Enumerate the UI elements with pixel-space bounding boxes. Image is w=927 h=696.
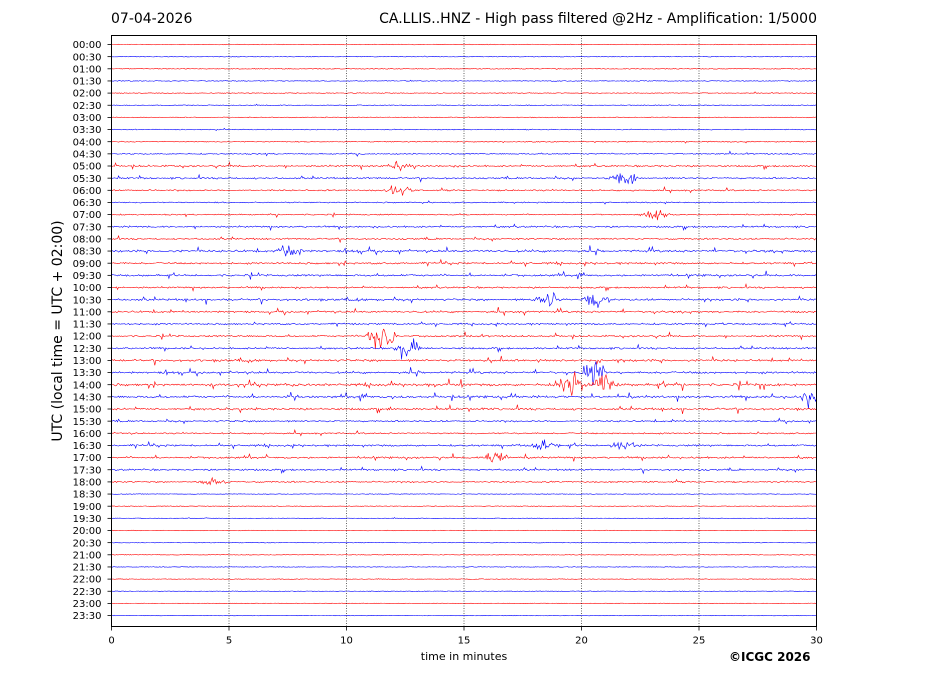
- y-tick-label: 17:30: [73, 465, 102, 476]
- y-tick-label: 05:30: [73, 174, 102, 185]
- date-label: 07-04-2026: [111, 11, 193, 27]
- trace-0730: [111, 223, 817, 232]
- y-tick-label: 12:00: [73, 332, 102, 343]
- y-tick-label: 12:30: [73, 344, 102, 355]
- y-tick-label: 22:00: [73, 575, 102, 586]
- y-tick-label: 05:00: [73, 162, 102, 173]
- x-tick-label: 25: [693, 636, 706, 647]
- x-tick-label: 5: [226, 636, 232, 647]
- y-tick-label: 10:00: [73, 283, 102, 294]
- y-tick-label: 19:30: [73, 514, 102, 525]
- y-tick-label: 08:30: [73, 247, 102, 258]
- x-tick-label: 15: [458, 636, 471, 647]
- y-tick-label: 09:30: [73, 271, 102, 282]
- y-tick-label: 14:30: [73, 392, 102, 403]
- trace-0000: [111, 43, 817, 46]
- y-tick-label: 14:00: [73, 380, 102, 391]
- y-tick-label: 07:30: [73, 222, 102, 233]
- y-tick-label: 16:00: [73, 429, 102, 440]
- y-tick-label: 04:00: [73, 137, 102, 148]
- x-tick-label: 30: [810, 636, 823, 647]
- trace-layer: [111, 43, 817, 617]
- trace-0400: [111, 140, 817, 144]
- grid-layer: [228, 35, 700, 627]
- y-tick-label: 00:00: [73, 40, 102, 51]
- y-tick-label: 00:30: [73, 52, 102, 63]
- y-tick-label: 03:00: [73, 113, 102, 124]
- x-tick-label: 0: [108, 636, 114, 647]
- trace-1730: [111, 465, 817, 475]
- y-tick-label: 13:00: [73, 356, 102, 367]
- y-tick-label: 18:00: [73, 478, 102, 489]
- trace-1030: [111, 291, 817, 308]
- trace-0700: [111, 210, 817, 221]
- y-tick-label: 01:30: [73, 77, 102, 88]
- y-tick-label: 01:00: [73, 64, 102, 75]
- y-tick-label: 22:30: [73, 587, 102, 598]
- y-tick-label: 21:30: [73, 563, 102, 574]
- copyright-label: ©ICGC 2026: [729, 650, 811, 664]
- y-tick-label: 11:00: [73, 307, 102, 318]
- trace-1430: [111, 391, 817, 409]
- trace-0330: [111, 127, 817, 131]
- y-tick-label: 20:00: [73, 526, 102, 537]
- trace-2030: [111, 542, 817, 544]
- y-tick-label: 20:30: [73, 538, 102, 549]
- y-tick-label: 23:30: [73, 611, 102, 622]
- y-tick-label: 15:30: [73, 417, 102, 428]
- x-tick-label: 10: [340, 636, 353, 647]
- trace-1100: [111, 306, 817, 317]
- y-tick-label: 08:00: [73, 235, 102, 246]
- trace-0300: [111, 116, 817, 119]
- y-tick-label: 23:00: [73, 599, 102, 610]
- trace-1000: [111, 283, 817, 292]
- y-tick-label: 18:30: [73, 490, 102, 501]
- y-tick-label: 16:30: [73, 441, 102, 452]
- chart-title: CA.LLIS..HNZ - High pass filtered @2Hz -…: [379, 11, 817, 27]
- y-tick-label: 06:00: [73, 186, 102, 197]
- x-tick-label: 20: [575, 636, 588, 647]
- y-tick-label: 10:30: [73, 295, 102, 306]
- y-tick-label: 21:00: [73, 550, 102, 561]
- y-tick-label: 17:00: [73, 453, 102, 464]
- trace-0230: [111, 103, 817, 107]
- trace-1400: [111, 371, 817, 396]
- y-tick-label: 15:00: [73, 405, 102, 416]
- trace-2130: [111, 566, 817, 568]
- y-axis-label: UTC (local time = UTC + 02:00): [50, 220, 66, 441]
- trace-0600: [111, 185, 817, 196]
- trace-0800: [111, 234, 817, 244]
- x-axis: 0 5 10 15 20 25 30: [108, 626, 823, 647]
- trace-1300: [111, 355, 817, 366]
- y-tick-label: 04:30: [73, 149, 102, 160]
- y-tick-label: 02:00: [73, 89, 102, 100]
- x-axis-label: time in minutes: [421, 650, 508, 663]
- y-tick-label: 03:30: [73, 125, 102, 136]
- trace-2100: [111, 554, 817, 556]
- y-tick-label: 11:30: [73, 320, 102, 331]
- y-tick-label: 13:30: [73, 368, 102, 379]
- y-tick-label: 19:00: [73, 502, 102, 513]
- trace-1330: [111, 361, 817, 386]
- y-tick-label: 06:30: [73, 198, 102, 209]
- y-tick-label: 09:00: [73, 259, 102, 270]
- trace-1800: [111, 476, 817, 486]
- trace-1700: [111, 452, 817, 463]
- y-tick-label: 07:00: [73, 210, 102, 221]
- y-tick-label: 02:30: [73, 101, 102, 112]
- trace-0630: [111, 200, 817, 205]
